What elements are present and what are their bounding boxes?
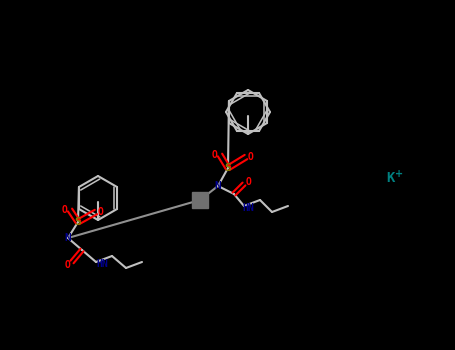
Text: O: O (98, 207, 104, 217)
Text: O: O (246, 177, 252, 187)
Text: O: O (65, 260, 71, 270)
Text: S: S (225, 163, 232, 173)
Text: K: K (386, 171, 394, 185)
Text: O: O (212, 150, 218, 160)
Text: O: O (248, 152, 254, 162)
Text: N: N (65, 233, 71, 243)
Text: HN: HN (96, 259, 108, 269)
Text: +: + (395, 169, 403, 179)
Text: S: S (75, 217, 81, 227)
Text: HN: HN (242, 203, 254, 213)
Bar (192, 192, 208, 208)
Text: O: O (62, 205, 68, 215)
Text: N: N (215, 181, 222, 191)
